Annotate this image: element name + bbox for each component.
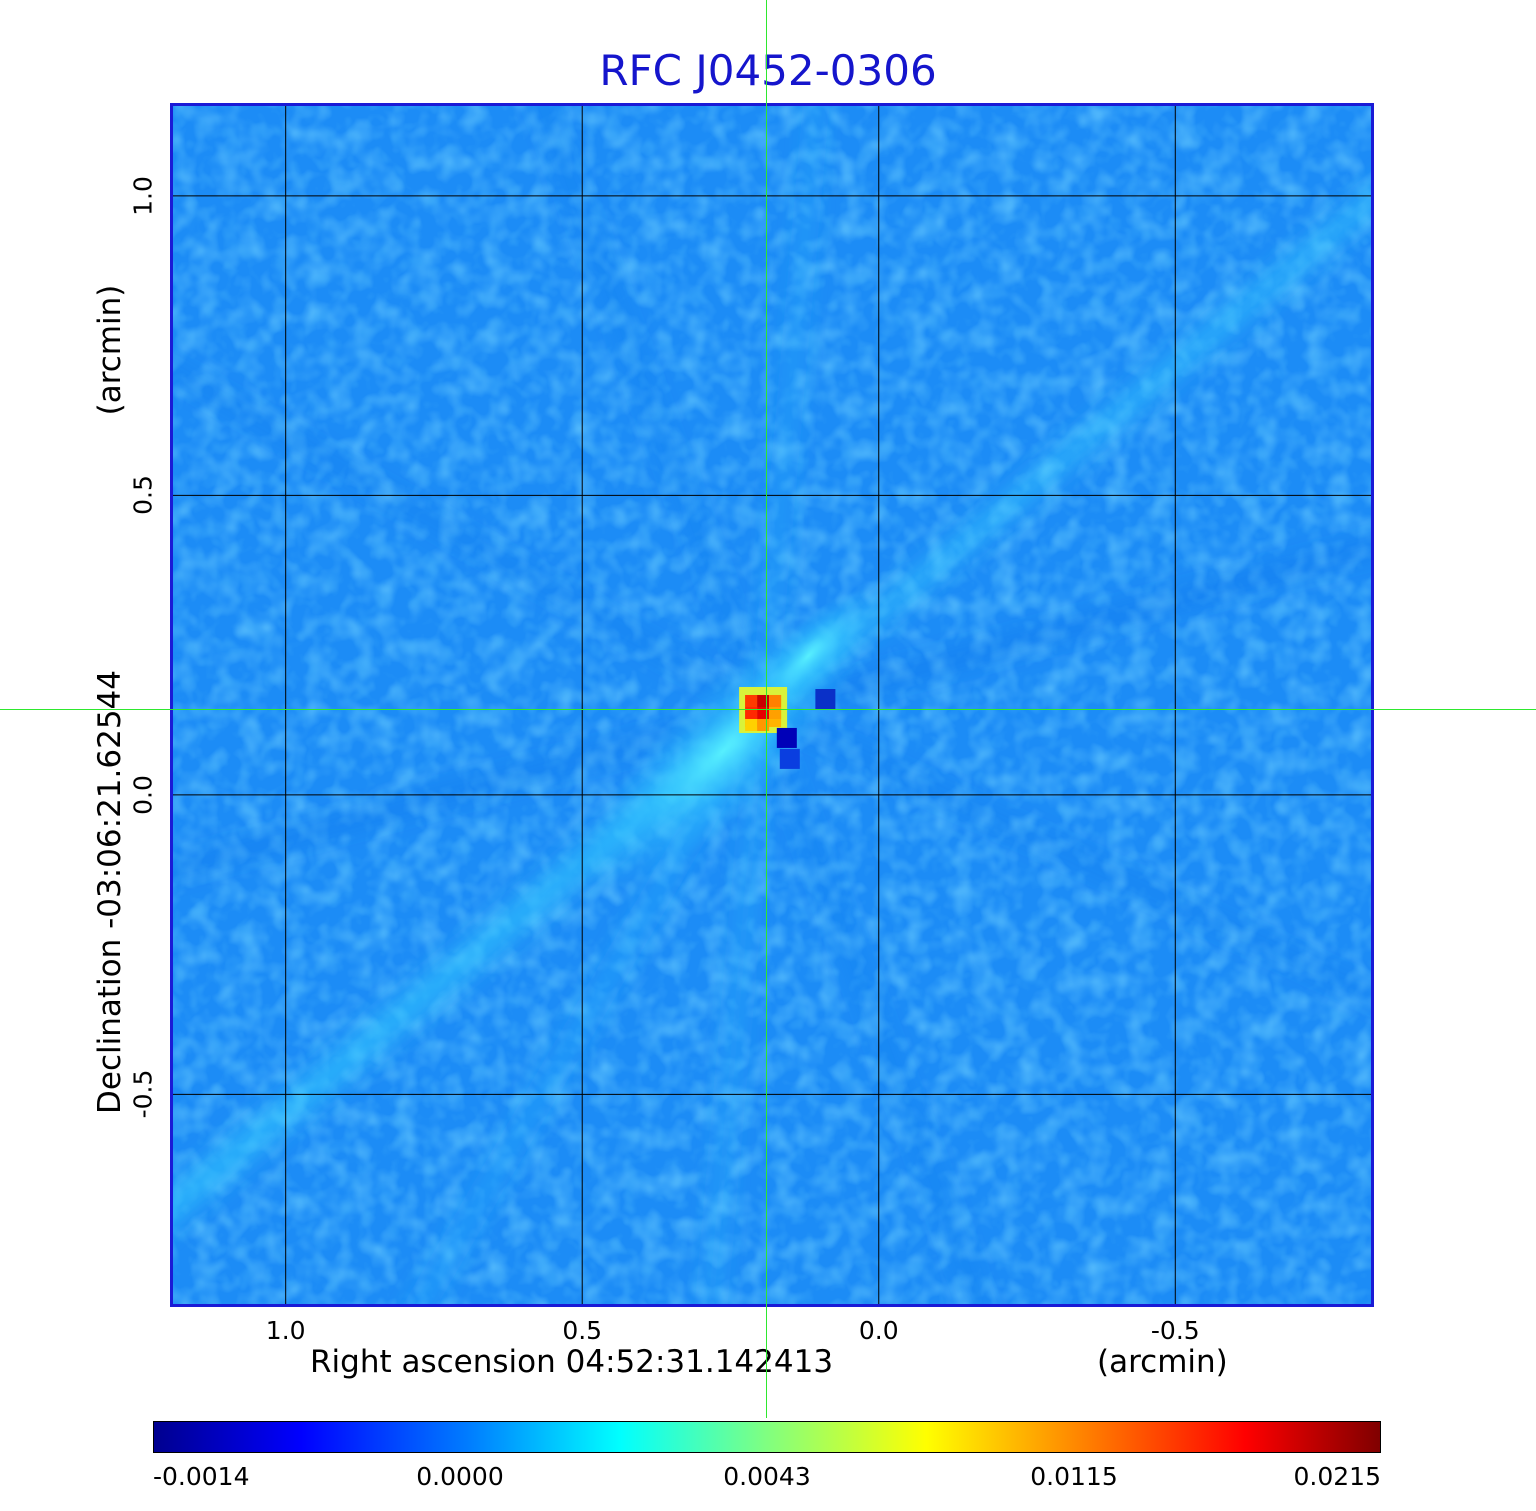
y-tick-label: 0.0 [128,774,158,815]
sidelobe-streak [173,363,770,717]
source-pixel [745,718,758,731]
y-tick-label: 0.5 [128,475,158,516]
colorbar-tick-label: 0.0000 [416,1462,504,1491]
sidelobe-streak [757,704,1371,1002]
source-pixel [769,694,782,707]
source-pixel [745,694,758,707]
source-pixel [757,718,770,731]
y-axis-unit: (arcmin) [92,284,128,416]
crosshair-horizontal [0,709,1536,710]
x-tick-label: 0.5 [562,1316,603,1345]
colorbar-tick-label: 0.0043 [723,1462,811,1491]
colorbar [153,1421,1381,1453]
sidelobe-streak [757,704,986,1304]
x-tick-label: 1.0 [265,1316,306,1345]
sidelobe-streak [752,186,1371,722]
chart-title: RFC J0452-0306 [599,46,937,95]
negative-spot [815,689,836,710]
sidelobe-streak [173,703,771,877]
sidelobe-streak [756,540,1371,718]
x-tick-label: 0.0 [858,1316,899,1345]
x-axis-unit: (arcmin) [1097,1344,1228,1380]
image-plot-area[interactable] [170,103,1374,1307]
source-pixel [757,694,770,707]
x-tick-label: -0.5 [1150,1316,1200,1345]
x-axis-label: Right ascension 04:52:31.142413 [310,1344,834,1380]
colorbar-tick-label: -0.0014 [153,1462,250,1491]
y-tick-label: -0.5 [128,1069,158,1119]
y-tick-label: 1.0 [128,175,158,216]
y-axis-label: Declination -03:06:21.62544 [92,670,128,1114]
colorbar-tick-label: 0.0115 [1030,1462,1118,1491]
negative-spot [779,748,800,769]
colorbar-tick-label: 0.0215 [1293,1462,1381,1491]
intensity-map [173,106,1371,1304]
negative-spot [776,727,797,748]
sidelobe-streak [536,106,770,717]
sidelobe-streak [756,106,824,718]
sidelobe-streak [704,703,771,1304]
coordinate-grid [173,106,1371,1304]
